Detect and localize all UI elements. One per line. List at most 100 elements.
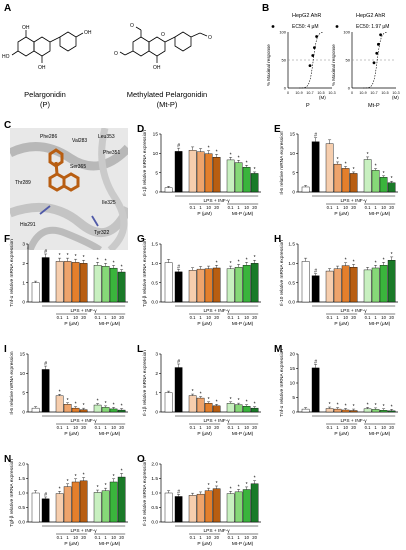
chart-title: HepG2 AhR: [356, 13, 385, 19]
significance-mark: *: [216, 481, 218, 487]
significance-mark: *: [192, 389, 194, 395]
dose-label: 0.1: [95, 425, 101, 430]
y-tick-label: 0.0: [18, 520, 25, 526]
bar-panel-o: OIl-10 relative mRNA expression 0.0 0.5 1.0…: [137, 454, 261, 547]
panel-label: N: [4, 454, 11, 465]
y-axis-label: Il-10 relative mRNA expression: [279, 240, 285, 306]
p-group-label: P (μM): [334, 211, 349, 217]
docking-render: Phe286 Val283 Leu353 Phe351 Ser365 Thr28…: [10, 128, 128, 250]
significance-mark: *: [83, 473, 85, 479]
bar: [204, 403, 213, 413]
atom-label: OH: [38, 65, 46, 71]
residue-label: His291: [20, 222, 36, 228]
x-tick-label: 0: [351, 91, 353, 95]
significance-mark: *: [67, 479, 69, 485]
legend-marker: [335, 25, 339, 28]
mtp-group-label: Mt-P (μM): [232, 211, 254, 217]
x-unit: (M): [319, 95, 326, 100]
dose-label: 1: [336, 425, 339, 430]
significance-mark: *: [105, 483, 107, 489]
significance-mark: *: [353, 404, 355, 410]
dose-label: 0.1: [57, 315, 63, 320]
y-tick-label: 5: [22, 390, 25, 396]
dose-label: 0.1: [190, 425, 196, 430]
residue-label: Tyr322: [94, 230, 110, 236]
bar: [333, 268, 342, 303]
significance-mark: *: [97, 485, 99, 491]
dose-label: 10: [73, 315, 78, 320]
x-tick-label: 10-9: [295, 91, 302, 95]
significance-mark: *: [105, 258, 107, 264]
significance-mark: *: [67, 398, 69, 404]
bar-panel-h: HIl-10 relative mRNA expression 0.0 0.5 1.0…: [274, 234, 398, 327]
significance-mark: #: [314, 269, 317, 275]
molecule-structures: OH HO OH OH O O O O OH: [2, 23, 212, 71]
significance-mark: #: [44, 361, 47, 367]
bar: [301, 261, 310, 303]
bar: [164, 392, 173, 413]
significance-mark: *: [97, 399, 99, 405]
significance-mark: #: [314, 359, 317, 365]
atom-label: O: [161, 32, 165, 38]
y-tick-label: 0: [284, 86, 287, 91]
bar: [387, 410, 396, 413]
bar: [79, 409, 88, 413]
atom-label: O: [114, 51, 118, 57]
significance-mark: *: [353, 259, 355, 265]
bar: [31, 282, 40, 303]
dose-label: 20: [214, 315, 219, 320]
bar: [242, 265, 251, 303]
dose-label: 1: [66, 425, 69, 430]
y-tick-label: 1.0: [151, 491, 158, 497]
bar: [188, 495, 197, 523]
dose-label: 20: [252, 425, 257, 430]
bar: [341, 265, 350, 303]
significance-mark: #: [177, 264, 180, 270]
bar: [387, 260, 396, 303]
y-tick-label: 3: [22, 242, 25, 248]
y-axis-label: Il-1β relative mRNA expression: [142, 350, 148, 416]
atom-label: OH: [153, 65, 161, 71]
x-tick-label: 0: [287, 91, 289, 95]
significance-mark: *: [75, 254, 77, 260]
significance-mark: *: [216, 149, 218, 155]
significance-mark: *: [337, 403, 339, 409]
y-tick-label: 100: [343, 30, 350, 35]
dose-label: 1: [66, 535, 69, 540]
significance-mark: *: [246, 160, 248, 166]
bar: [117, 409, 126, 413]
lps-label: LPS + INF-γ: [203, 308, 230, 314]
significance-mark: *: [246, 400, 248, 406]
bar: [242, 489, 251, 523]
atom-label: O: [208, 35, 212, 41]
p-group-label: P (μM): [64, 541, 79, 547]
panel-label: L: [137, 344, 143, 355]
dose-label: 20: [214, 205, 219, 210]
bar: [250, 483, 259, 523]
dose-label: 20: [214, 425, 219, 430]
dose-label: 0.1: [327, 205, 333, 210]
bar: [379, 410, 388, 413]
dose-label: 0.1: [95, 535, 101, 540]
y-tick-label: 15: [153, 132, 159, 138]
significance-mark: *: [238, 259, 240, 265]
panel-label: E: [274, 124, 281, 135]
y-tick-label: 1: [22, 280, 25, 286]
dose-label: 10: [381, 425, 386, 430]
dose-label: 20: [389, 205, 394, 210]
residue-label: Phe286: [40, 134, 57, 140]
significance-mark: *: [391, 252, 393, 258]
dose-label: 1: [199, 425, 202, 430]
dose-label: 10: [343, 425, 348, 430]
bar-panel-d: DIl-1β relative mRNA expression 0 5 10 15 # * *…: [137, 124, 261, 217]
bar: [196, 493, 205, 523]
dose-label: 20: [351, 315, 356, 320]
bar: [349, 173, 358, 193]
y-axis-label: Tnf-α relative mRNA expression: [279, 349, 285, 417]
significance-mark: *: [75, 402, 77, 408]
significance-mark: #: [177, 143, 180, 149]
bar: [204, 490, 213, 523]
significance-mark: *: [200, 392, 202, 398]
